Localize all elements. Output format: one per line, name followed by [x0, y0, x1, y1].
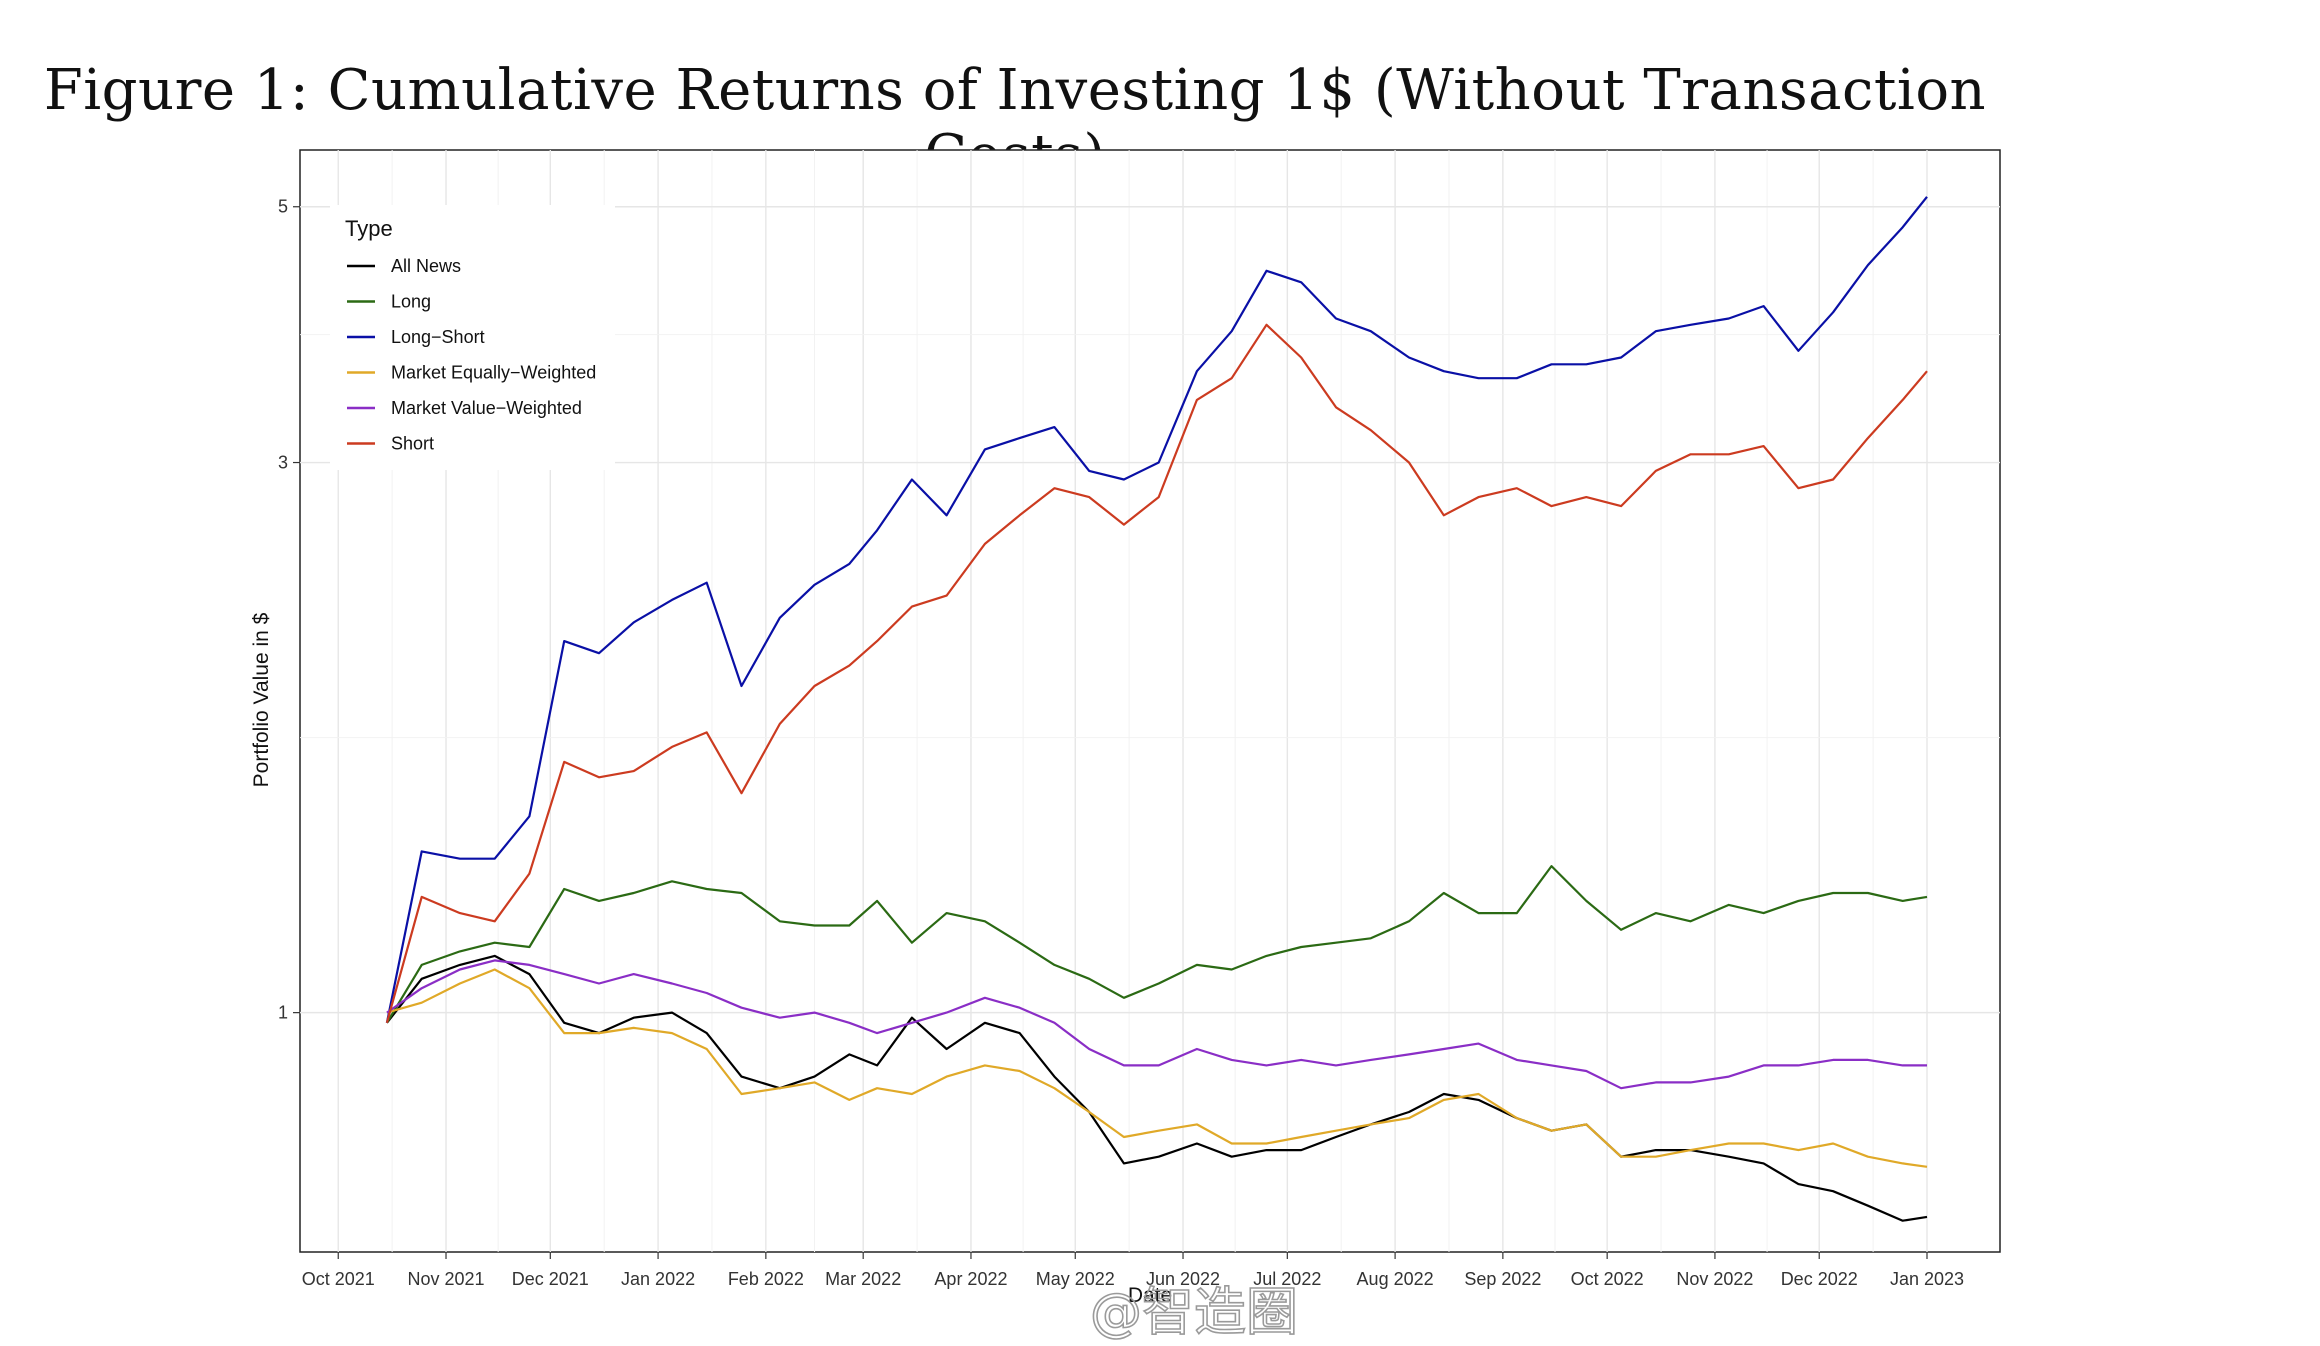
x-tick-label: Feb 2022: [728, 1269, 804, 1289]
y-tick-label: 5: [278, 197, 288, 217]
x-tick-label: Oct 2021: [302, 1269, 375, 1289]
legend-title: Type: [345, 216, 393, 241]
x-tick-label: May 2022: [1036, 1269, 1115, 1289]
y-tick-label: 1: [278, 1003, 288, 1023]
series-line: [385, 864, 1928, 1024]
x-tick-label: Dec 2022: [1781, 1269, 1858, 1289]
axis-ticks: Oct 2021 Nov 2021 Dec 2021 Jan 2022 Feb 2022…: [278, 197, 1964, 1289]
y-tick-label: 3: [278, 453, 288, 473]
legend-label: Market Value−Weighted: [391, 398, 582, 418]
legend-label: Market Equally−Weighted: [391, 363, 596, 383]
x-tick-label: Mar 2022: [825, 1269, 901, 1289]
x-tick-label: Dec 2021: [512, 1269, 589, 1289]
legend-label: All News: [391, 256, 461, 276]
series-line: [385, 323, 1928, 1024]
legend: Type All News Long Long−Short Market Equall…: [330, 205, 615, 470]
series-line: [386, 968, 1928, 1168]
legend-label: Long: [391, 292, 431, 312]
legend-label: Short: [391, 434, 434, 454]
x-tick-label: Jan 2022: [621, 1269, 695, 1289]
series-line: [385, 196, 1928, 1024]
x-axis-label: Date: [1128, 1284, 1172, 1307]
legend-items: All News Long Long−Short Market Equally−Wei…: [347, 256, 596, 454]
legend-background: [330, 205, 615, 470]
x-tick-label: Oct 2022: [1571, 1269, 1644, 1289]
y-axis-label: Portfolio Value in $: [250, 612, 273, 787]
x-tick-label: Aug 2022: [1357, 1269, 1434, 1289]
series-line: [386, 954, 1928, 1222]
x-tick-label: Nov 2022: [1676, 1269, 1753, 1289]
x-tick-label: Sep 2022: [1464, 1269, 1541, 1289]
x-tick-label: Jul 2022: [1253, 1269, 1321, 1289]
x-tick-label: Jun 2022: [1146, 1269, 1220, 1289]
legend-label: Long−Short: [391, 327, 485, 347]
series-lines: [385, 196, 1928, 1222]
series-line: [386, 959, 1927, 1090]
x-tick-label: Apr 2022: [934, 1269, 1007, 1289]
watermark: @智造圈: [1090, 1283, 1298, 1343]
x-tick-label: Jan 2023: [1890, 1269, 1964, 1289]
x-tick-label: Nov 2021: [407, 1269, 484, 1289]
